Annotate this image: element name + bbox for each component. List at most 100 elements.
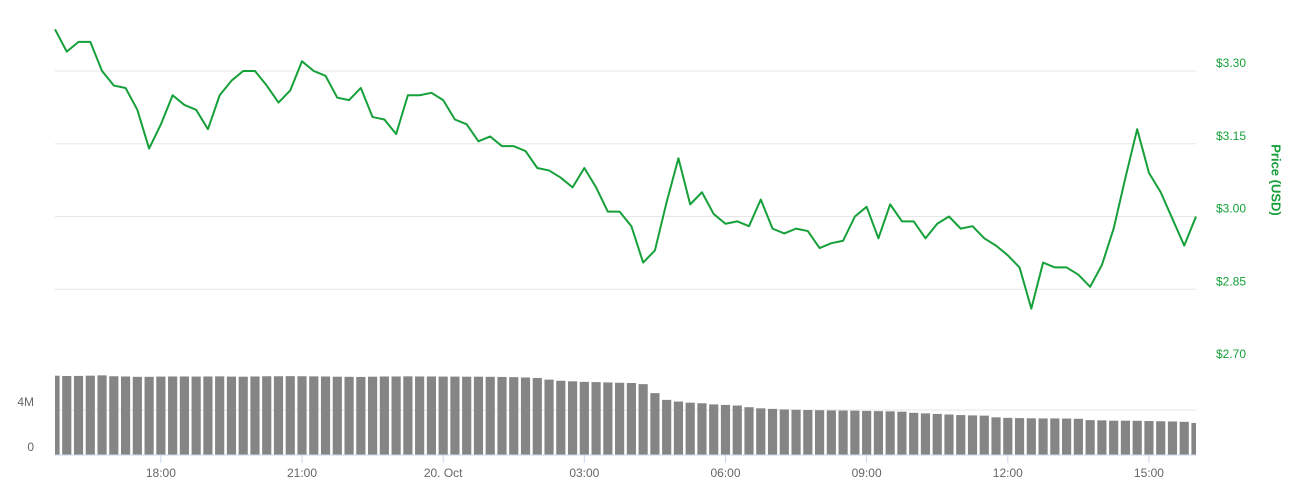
volume-bar [709, 404, 719, 455]
x-tick-label: 18:00 [146, 466, 176, 480]
volume-bar [591, 382, 601, 455]
volume-bar [144, 376, 154, 455]
volume-bar [1156, 421, 1166, 455]
x-tick-label: 20. Oct [424, 466, 463, 480]
volume-bar [815, 410, 825, 455]
volume-bar [156, 376, 166, 455]
volume-bar [309, 376, 319, 455]
volume-bar [1014, 418, 1025, 455]
volume-bar [991, 417, 1001, 455]
x-tick-label: 03:00 [569, 466, 599, 480]
volume-bar [262, 376, 272, 455]
price-line [54, 28, 1197, 310]
volume-bar [944, 414, 954, 455]
volume-bar [62, 376, 72, 455]
y2-tick-label: 0 [27, 440, 34, 454]
volume-bar [415, 376, 425, 455]
volume-bar [650, 393, 660, 455]
volume-bar [603, 382, 613, 455]
volume-bar [1191, 422, 1196, 455]
volume-bar [426, 376, 436, 455]
volume-bar [297, 376, 307, 455]
volume-bar [1003, 417, 1013, 455]
volume-bar [462, 376, 472, 455]
volume-bar [1050, 418, 1060, 455]
volume-bar [779, 409, 789, 455]
volume-bar [567, 381, 578, 455]
volume-bar [732, 405, 742, 455]
volume-bar [685, 402, 695, 455]
volume-bar [1120, 420, 1131, 455]
volume-bar [544, 379, 554, 455]
volume-bar [215, 376, 225, 455]
volume-bar [744, 407, 754, 455]
volume-bar [485, 376, 495, 455]
x-tick-label: 15:00 [1134, 466, 1164, 480]
volume-bar [720, 404, 731, 455]
x-tick-label: 12:00 [993, 466, 1023, 480]
volume-bar [109, 376, 119, 455]
volume-bar [226, 376, 237, 455]
volume-bar [520, 377, 531, 455]
volume-bar [356, 376, 366, 455]
volume-bar [826, 410, 836, 455]
volume-bar [1085, 420, 1095, 455]
volume-bar [967, 415, 978, 455]
volume-bar [497, 376, 507, 455]
volume-bar [615, 382, 625, 455]
volume-bar [1167, 421, 1178, 455]
volume-bar [55, 375, 60, 455]
volume-bar [1038, 418, 1048, 455]
volume-bar [120, 376, 131, 455]
volume-bar [885, 411, 895, 455]
volume-bar [473, 376, 484, 455]
y-tick-label: $3.30 [1216, 56, 1246, 70]
volume-bar [556, 380, 566, 455]
volume-bar [673, 401, 684, 455]
volume-bar [850, 410, 860, 455]
volume-bar [509, 377, 519, 455]
volume-bar [379, 376, 389, 455]
volume-bar [85, 375, 95, 455]
volume-bar [979, 415, 989, 455]
volume-bar [932, 413, 942, 455]
volume-bar [332, 376, 342, 455]
volume-bar [1073, 418, 1083, 455]
volume-bar [97, 375, 107, 455]
volume-bar [1097, 420, 1107, 455]
volume-bar [897, 411, 907, 455]
volume-bar [438, 376, 448, 455]
volume-bar [1026, 418, 1036, 455]
volume-bar [1179, 421, 1189, 455]
volume-bar [697, 403, 707, 455]
volume-bar [873, 411, 883, 455]
x-tick-label: 21:00 [287, 466, 317, 480]
volume-bar [662, 399, 672, 455]
volume-bar [132, 376, 142, 455]
volume-bar [203, 376, 213, 455]
volume-bar [532, 377, 542, 455]
volume-bar [73, 375, 84, 455]
volume-bar [626, 383, 636, 455]
volume-bar [909, 412, 919, 455]
volume-bar [1132, 420, 1142, 455]
volume-bar [285, 376, 295, 455]
volume-bar [450, 376, 460, 455]
volume-bar [250, 376, 260, 455]
volume-bar [579, 381, 589, 455]
volume-bar [803, 410, 813, 455]
volume-bar [1062, 418, 1072, 455]
volume-bar [862, 410, 872, 455]
y-tick-label: $3.15 [1216, 129, 1246, 143]
volume-bar [179, 376, 189, 455]
volume-bar [344, 376, 354, 455]
volume-bar [791, 409, 801, 455]
y-tick-label: $2.85 [1216, 274, 1246, 288]
volume-bar [767, 408, 778, 455]
y-axis-label: Price (USD) [1269, 144, 1284, 216]
volume-bar [320, 376, 331, 455]
volume-bar [638, 384, 648, 455]
volume-bar [756, 408, 766, 455]
